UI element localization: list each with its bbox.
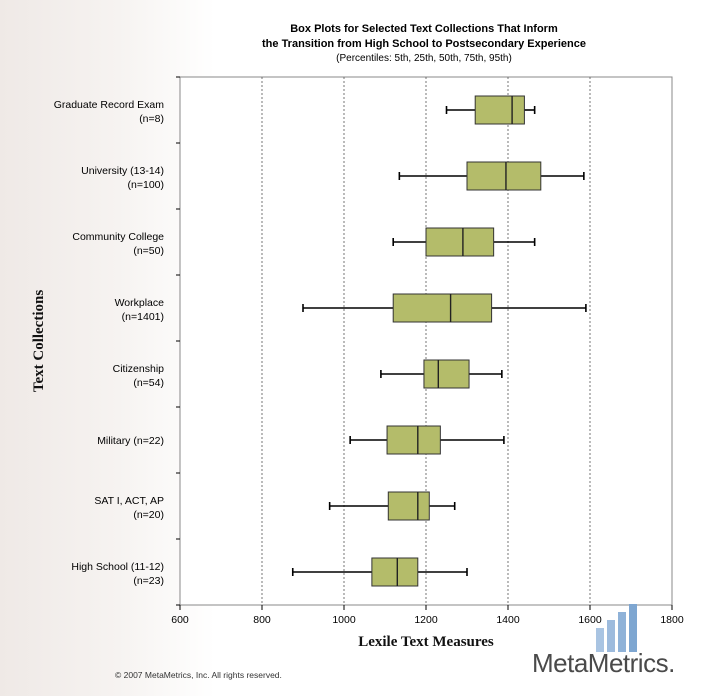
x-tick-label-1200: 1200 — [414, 614, 438, 626]
iqr-box — [386, 425, 441, 455]
iqr-box — [425, 227, 495, 257]
category-label-workplace: Workplace — [115, 297, 165, 309]
category-label-citizenship: Citizenship — [113, 363, 165, 375]
box-series — [291, 95, 587, 587]
brand-wordmark: MetaMetrics. — [532, 648, 675, 678]
iqr-box — [392, 293, 493, 323]
category-label-university-13-14: University (13-14) — [81, 165, 164, 177]
box-citizenship — [380, 359, 503, 389]
iqr-box — [371, 557, 419, 587]
category-count-high-school-11-12: (n=23) — [133, 575, 164, 587]
iqr-box — [466, 161, 542, 191]
x-tick-label-600: 600 — [171, 614, 189, 626]
chart-title-line-2: the Transition from High School to Posts… — [262, 38, 586, 50]
x-axis-label: Lexile Text Measures — [358, 634, 494, 650]
category-count-citizenship: (n=54) — [133, 377, 164, 389]
category-label-community-college: Community College — [72, 231, 164, 243]
x-axis-ticks: 600 800 1000 1200 1400 1600 1800 — [171, 605, 684, 626]
category-label-sat-i-act-ap: SAT I, ACT, AP — [94, 495, 164, 507]
x-tick-label-1600: 1600 — [578, 614, 602, 626]
category-count-sat-i-act-ap: (n=20) — [133, 509, 164, 521]
chart-subtitle: (Percentiles: 5th, 25th, 50th, 75th, 95t… — [336, 53, 512, 64]
y-axis-label: Text Collections — [31, 290, 47, 393]
iqr-box — [423, 359, 470, 389]
category-label-graduate-record-exam: Graduate Record Exam — [54, 99, 165, 111]
box-university-13-14 — [398, 161, 585, 191]
chart-title-line-1: Box Plots for Selected Text Collections … — [290, 23, 558, 35]
box-community-college — [392, 227, 536, 257]
box-high-school-11-12 — [291, 557, 468, 587]
iqr-box — [474, 95, 525, 125]
x-tick-label-1800: 1800 — [660, 614, 684, 626]
x-tick-label-1000: 1000 — [332, 614, 356, 626]
x-tick-label-1400: 1400 — [496, 614, 520, 626]
iqr-box — [387, 491, 430, 521]
category-labels: Graduate Record Exam (n=8) University (13-… — [54, 99, 165, 587]
y-axis-ticks — [176, 76, 180, 606]
category-label-military-n-22: Military (n=22) — [97, 435, 164, 447]
background-photo — [0, 0, 215, 696]
box-sat-i-act-ap — [328, 491, 456, 521]
metametrics-logo-icon — [596, 604, 637, 652]
category-count-university-13-14: (n=100) — [128, 179, 164, 191]
box-military-n-22 — [349, 425, 505, 455]
category-count-workplace: (n=1401) — [122, 311, 164, 323]
box-workplace — [302, 293, 587, 323]
category-label-high-school-11-12: High School (11-12) — [71, 561, 164, 573]
box-graduate-record-exam — [445, 95, 536, 125]
copyright-text: © 2007 MetaMetrics, Inc. All rights rese… — [115, 670, 282, 680]
category-count-community-college: (n=50) — [133, 245, 164, 257]
x-tick-label-800: 800 — [253, 614, 271, 626]
category-count-graduate-record-exam: (n=8) — [139, 113, 164, 125]
